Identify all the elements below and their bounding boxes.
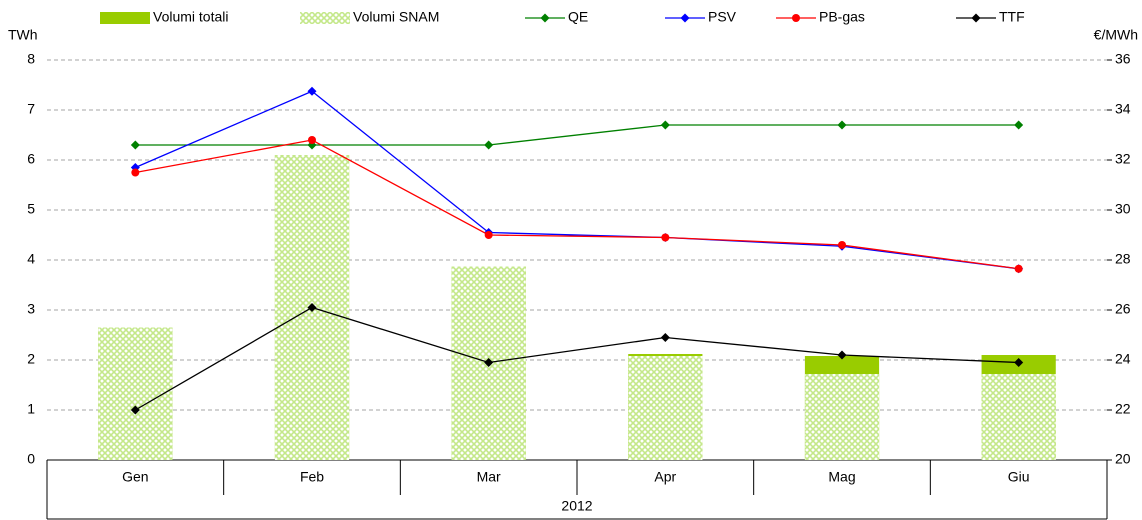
x-tick-label: Mar [477, 469, 501, 485]
y2-tick-label: 24 [1115, 351, 1131, 367]
y-tick-label: 8 [27, 51, 35, 67]
y-tick-label: 1 [27, 401, 35, 417]
marker [1014, 120, 1024, 130]
y2-tick-label: 34 [1115, 101, 1131, 117]
legend-label: TTF [999, 9, 1025, 25]
y2-tick-label: 36 [1115, 51, 1131, 67]
x-tick-label: Gen [122, 469, 148, 485]
marker [307, 303, 317, 312]
marker [484, 231, 493, 239]
marker [1014, 264, 1023, 273]
group-label: 2012 [561, 498, 592, 514]
marker [484, 358, 494, 367]
y2-tick-label: 32 [1115, 151, 1131, 167]
y-tick-label: 6 [27, 151, 35, 167]
y2-tick-label: 26 [1115, 301, 1131, 317]
legend-swatch [100, 12, 150, 24]
y-tick-label: 4 [27, 251, 35, 267]
legend-swatch [300, 12, 350, 24]
marker [661, 233, 670, 242]
marker [838, 241, 846, 249]
y2-axis-label: €/MWh [1094, 27, 1138, 43]
x-tick-label: Giu [1008, 469, 1030, 485]
marker [837, 350, 847, 360]
y-tick-label: 7 [27, 101, 35, 117]
y2-tick-label: 20 [1115, 451, 1131, 467]
y2-tick-label: 28 [1115, 251, 1131, 267]
marker [130, 405, 140, 415]
legend-marker [971, 13, 981, 23]
legend-label: Volumi totali [153, 9, 228, 25]
y-axis-label: TWh [8, 27, 38, 43]
marker [130, 140, 140, 150]
legend-marker [540, 13, 550, 23]
line [135, 139, 1019, 270]
marker [1014, 358, 1024, 367]
marker [660, 120, 670, 130]
legend-label: PB-gas [819, 9, 865, 25]
marker [484, 140, 494, 150]
legend-label: PSV [708, 9, 737, 25]
y-tick-label: 5 [27, 201, 35, 217]
marker [837, 120, 847, 130]
line [135, 306, 1019, 411]
line [135, 124, 1019, 146]
bar [981, 374, 1056, 460]
y2-tick-label: 22 [1115, 401, 1131, 417]
y2-tick-label: 30 [1115, 201, 1131, 217]
legend-label: QE [568, 9, 588, 25]
x-tick-label: Mag [828, 469, 855, 485]
x-tick-label: Feb [300, 469, 324, 485]
x-tick-label: Apr [654, 469, 676, 485]
y-tick-label: 2 [27, 351, 35, 367]
legend-marker [680, 13, 690, 23]
marker [660, 333, 670, 342]
marker [308, 136, 316, 144]
y-tick-label: 3 [27, 301, 35, 317]
bar [628, 356, 703, 460]
legend-label: Volumi SNAM [353, 9, 439, 25]
legend-marker [792, 14, 800, 22]
marker [131, 168, 140, 177]
bar [98, 327, 173, 460]
y-tick-label: 0 [27, 451, 35, 467]
line [135, 90, 1019, 270]
bar [804, 374, 880, 460]
marker [307, 86, 317, 96]
